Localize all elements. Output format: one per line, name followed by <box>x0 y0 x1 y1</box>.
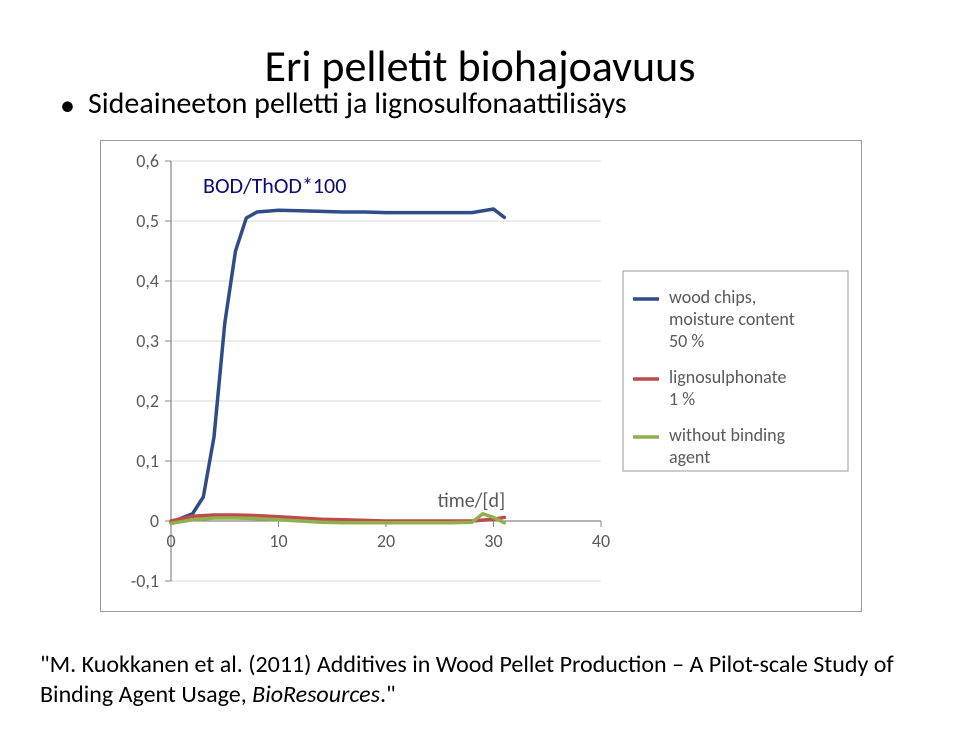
bullet-dot: • <box>60 87 70 124</box>
svg-text:30: 30 <box>484 530 502 552</box>
svg-text:0,3: 0,3 <box>136 330 159 352</box>
svg-text:wood chips,: wood chips, <box>669 286 756 308</box>
svg-text:-0,1: -0,1 <box>131 570 159 592</box>
svg-text:0: 0 <box>150 510 159 532</box>
citation-prefix: "M. Kuokkanen et al. (2011) Additives in… <box>40 650 894 709</box>
svg-text:moisture content: moisture content <box>669 308 795 330</box>
svg-text:50 %: 50 % <box>669 330 704 352</box>
svg-text:20: 20 <box>377 530 395 552</box>
svg-text:BOD/ThOD*100: BOD/ThOD*100 <box>203 172 346 199</box>
svg-text:1 %: 1 % <box>669 388 695 410</box>
svg-text:0: 0 <box>166 530 175 552</box>
svg-text:0,1: 0,1 <box>136 450 159 472</box>
svg-text:0,5: 0,5 <box>136 210 159 232</box>
citation-suffix: ." <box>380 680 396 709</box>
svg-text:10: 10 <box>269 530 287 552</box>
svg-text:agent: agent <box>669 446 710 468</box>
svg-text:40: 40 <box>592 530 610 552</box>
svg-text:0,6: 0,6 <box>136 150 159 172</box>
citation: "M. Kuokkanen et al. (2011) Additives in… <box>40 650 920 710</box>
chart-container: -0,1 0 0,1 0,2 0,3 0,4 0,5 0,6 0 10 20 30 40 time/[d]… <box>100 140 862 612</box>
svg-text:without binding: without binding <box>669 424 786 446</box>
svg-text:0,2: 0,2 <box>136 390 159 412</box>
bod-chart: -0,1 0 0,1 0,2 0,3 0,4 0,5 0,6 0 10 20 30 40 time/[d]… <box>101 141 861 611</box>
citation-italic: BioResources <box>252 680 380 709</box>
bullet-text: Sideaineeton pelletti ja lignosulfonaatt… <box>88 85 627 122</box>
svg-text:0,4: 0,4 <box>136 270 159 292</box>
svg-text:time/[d]: time/[d] <box>438 489 506 513</box>
svg-text:lignosulphonate: lignosulphonate <box>669 366 786 388</box>
bullet-line: • Sideaineeton pelletti ja lignosulfonaat… <box>60 85 627 124</box>
